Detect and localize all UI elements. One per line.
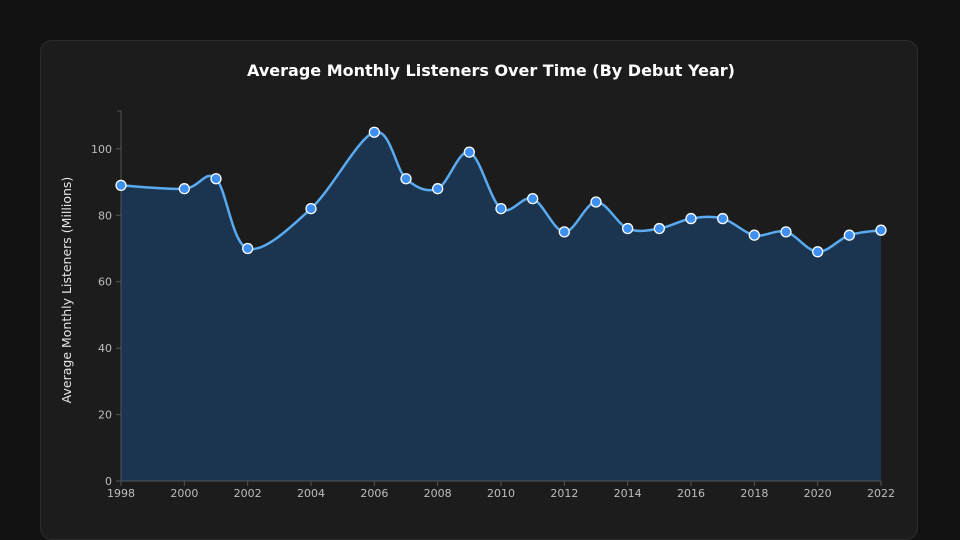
data-point <box>843 229 855 241</box>
y-tick-label: 0 <box>105 475 112 488</box>
x-tick-label: 2014 <box>614 487 642 500</box>
x-tick-label: 2006 <box>360 487 388 500</box>
data-point <box>812 246 824 258</box>
y-tick-label: 20 <box>98 409 112 422</box>
data-point <box>622 222 634 235</box>
x-tick-label: 2012 <box>550 487 578 500</box>
plot-area: 0 20 40 60 80 100 1998 2000 2002 2004 2006 2008 2010… <box>91 110 895 500</box>
y-tick-label: 80 <box>98 209 112 222</box>
x-tick-label: 2000 <box>170 487 198 500</box>
x-tick-label: 2020 <box>804 487 832 500</box>
x-tick-label: 2002 <box>234 487 262 500</box>
x-tick-label: 1998 <box>107 487 135 500</box>
chart-title: Average Monthly Listeners Over Time (By … <box>247 61 735 80</box>
data-point <box>463 146 475 158</box>
y-tick-label: 40 <box>98 342 112 355</box>
y-tick-label: 60 <box>98 276 112 289</box>
data-point <box>495 202 507 215</box>
data-point <box>368 126 380 138</box>
data-point <box>400 173 412 185</box>
data-point <box>178 183 190 195</box>
x-tick-label: 2010 <box>487 487 515 500</box>
data-point <box>748 229 760 241</box>
data-point <box>305 202 317 215</box>
data-point <box>210 173 222 185</box>
y-tick-label: 100 <box>91 143 112 156</box>
data-point <box>653 222 665 235</box>
area-fill <box>121 131 881 481</box>
data-point <box>527 193 539 205</box>
data-point <box>717 212 729 225</box>
data-point <box>590 196 602 208</box>
x-tick-label: 2018 <box>740 487 768 500</box>
x-tick-label: 2008 <box>424 487 452 500</box>
x-tick-label: 2004 <box>297 487 325 500</box>
data-point <box>558 226 570 238</box>
data-point <box>432 183 444 195</box>
x-tick-label: 2016 <box>677 487 705 500</box>
x-tick-label: 2022 <box>867 487 895 500</box>
chart: Average Monthly Listeners Over Time (By … <box>59 61 895 500</box>
data-point <box>780 226 792 238</box>
data-point <box>115 179 127 192</box>
y-axis-label: Average Monthly Listeners (Millions) <box>59 177 74 404</box>
data-point <box>242 242 254 255</box>
data-point <box>875 224 887 236</box>
data-point <box>685 212 697 225</box>
